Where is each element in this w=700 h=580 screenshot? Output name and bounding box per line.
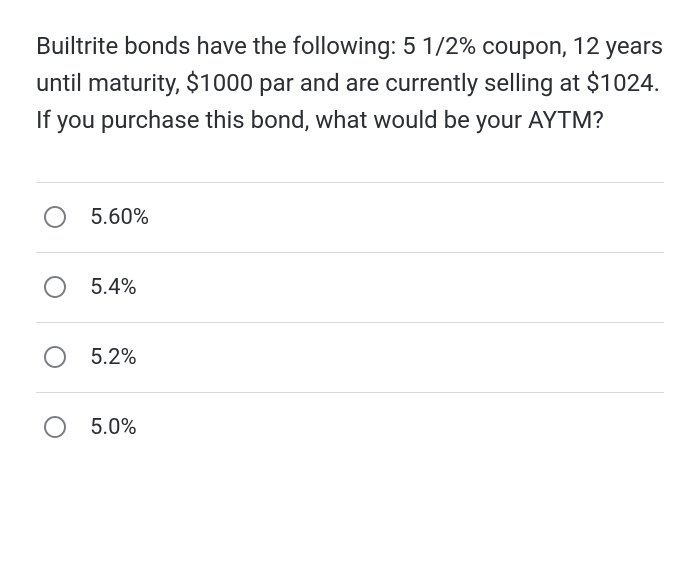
option-row[interactable]: 5.60% <box>36 182 664 252</box>
option-row[interactable]: 5.2% <box>36 322 664 392</box>
option-label: 5.0% <box>90 415 137 440</box>
option-label: 5.2% <box>90 345 137 370</box>
option-row[interactable]: 5.4% <box>36 252 664 322</box>
radio-unchecked-icon[interactable] <box>44 346 66 368</box>
radio-unchecked-icon[interactable] <box>44 416 66 438</box>
options-list: 5.60% 5.4% 5.2% 5.0% <box>36 182 664 462</box>
option-label: 5.60% <box>90 205 149 230</box>
question-text: Builtrite bonds have the following: 5 1/… <box>36 28 664 140</box>
option-row[interactable]: 5.0% <box>36 392 664 462</box>
radio-unchecked-icon[interactable] <box>44 276 66 298</box>
radio-unchecked-icon[interactable] <box>44 206 66 228</box>
option-label: 5.4% <box>90 275 137 300</box>
